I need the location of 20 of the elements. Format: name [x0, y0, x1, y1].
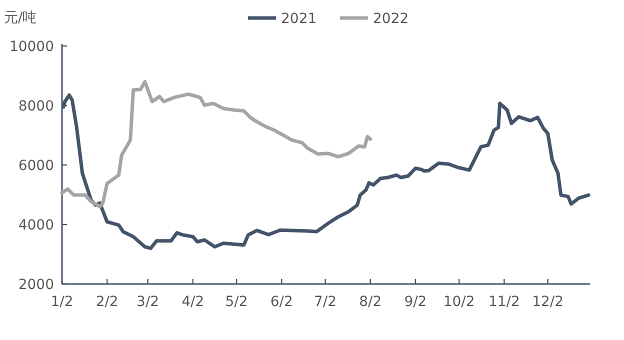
legend-label: 2022 [373, 11, 409, 27]
y-tick-label: 6000 [18, 158, 54, 174]
x-tick-label: 6/2 [270, 294, 293, 310]
x-tick-label: 8/2 [359, 294, 382, 310]
x-tick-label: 1/2 [50, 294, 74, 310]
x-tick-label: 4/2 [182, 294, 204, 310]
y-tick-label: 10000 [9, 39, 54, 55]
x-tick-label: 11/2 [488, 294, 520, 310]
y-tick-label: 2000 [18, 277, 54, 293]
x-tick-label: 3/2 [136, 294, 160, 310]
y-tick-label: 8000 [18, 98, 54, 114]
x-tick-label: 7/2 [314, 294, 337, 310]
x-tick-label: 12/2 [532, 294, 564, 310]
x-tick-label: 2/2 [96, 294, 118, 310]
legend-label: 2021 [281, 11, 317, 27]
x-tick-label: 10/2 [443, 294, 475, 310]
y-tick-label: 4000 [18, 218, 54, 234]
y-axis-title: 元/吨 [4, 10, 37, 26]
x-tick-label: 5/2 [225, 294, 248, 310]
x-tick-label: 9/2 [404, 294, 427, 310]
